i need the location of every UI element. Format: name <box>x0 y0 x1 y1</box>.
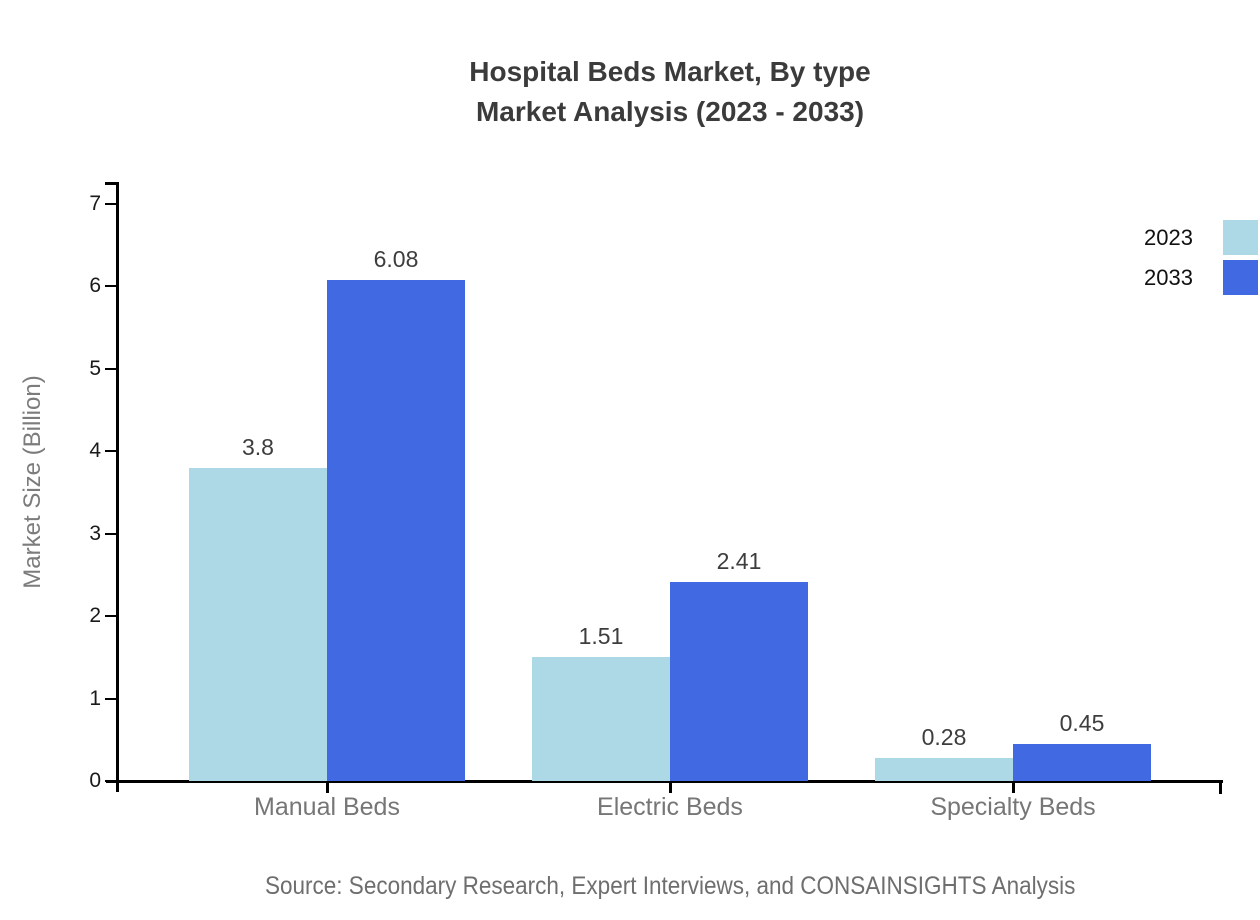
value-label: 3.8 <box>242 434 274 460</box>
y-tick-label: 0 <box>89 769 101 792</box>
x-tick-mark <box>669 781 672 793</box>
chart-title: Hospital Beds Market, By type Market Ana… <box>80 52 1260 132</box>
y-tick-label: 2 <box>89 604 101 628</box>
y-tick-label: 7 <box>89 191 101 215</box>
value-label: 0.28 <box>921 724 967 750</box>
y-axis-title: Market Size (Billion) <box>19 375 46 589</box>
x-axis-end-tick <box>1219 780 1222 794</box>
y-tick-mark <box>105 285 118 288</box>
y-tick-mark <box>105 697 118 700</box>
legend-label: 2033 <box>1144 264 1193 290</box>
value-label: 1.51 <box>578 623 624 649</box>
y-tick-label: 3 <box>89 521 101 545</box>
chart-title-line1: Hospital Beds Market, By type <box>469 56 871 87</box>
legend-item-2023: 2023 <box>1144 220 1258 255</box>
y-tick-label: 5 <box>89 356 101 380</box>
value-label: 0.45 <box>1059 710 1105 736</box>
y-tick-label: 1 <box>89 686 101 710</box>
bar-2023-specialty-beds <box>875 758 1013 781</box>
y-tick-mark <box>105 615 118 618</box>
x-category-label: Specialty Beds <box>930 793 1096 821</box>
y-tick-mark <box>105 202 118 205</box>
chart-title-line2: Market Analysis (2023 - 2033) <box>475 96 865 127</box>
y-tick-label: 4 <box>89 439 101 463</box>
legend-item-2033: 2033 <box>1144 260 1258 295</box>
bar-2023-manual-beds <box>189 468 327 781</box>
value-label: 6.08 <box>373 246 419 272</box>
x-category-label: Manual Beds <box>254 793 400 821</box>
x-axis-line <box>106 780 1223 783</box>
y-tick-mark <box>105 780 118 782</box>
legend: 2023 2033 <box>1144 220 1258 300</box>
legend-label: 2023 <box>1144 224 1193 250</box>
bar-2033-electric-beds <box>670 582 808 781</box>
x-category-label: Electric Beds <box>597 793 743 821</box>
y-tick-label: 6 <box>89 274 101 298</box>
y-tick-mark <box>105 450 118 453</box>
bar-2033-specialty-beds <box>1013 744 1151 781</box>
y-tick-mark <box>105 367 118 370</box>
source-note-text: Source: Secondary Research, Expert Inter… <box>264 872 1076 900</box>
bar-2033-manual-beds <box>327 280 465 781</box>
x-tick-mark <box>326 781 329 793</box>
source-note: Source: Secondary Research, Expert Inter… <box>80 872 1260 901</box>
bar-2023-electric-beds <box>532 657 670 781</box>
x-tick-mark <box>1012 781 1015 793</box>
legend-swatch <box>1223 220 1258 255</box>
y-axis-end-tick <box>105 182 119 185</box>
y-tick-mark <box>105 532 118 535</box>
y-axis-line <box>116 182 119 792</box>
value-label: 2.41 <box>716 548 762 574</box>
legend-swatch <box>1223 260 1258 295</box>
